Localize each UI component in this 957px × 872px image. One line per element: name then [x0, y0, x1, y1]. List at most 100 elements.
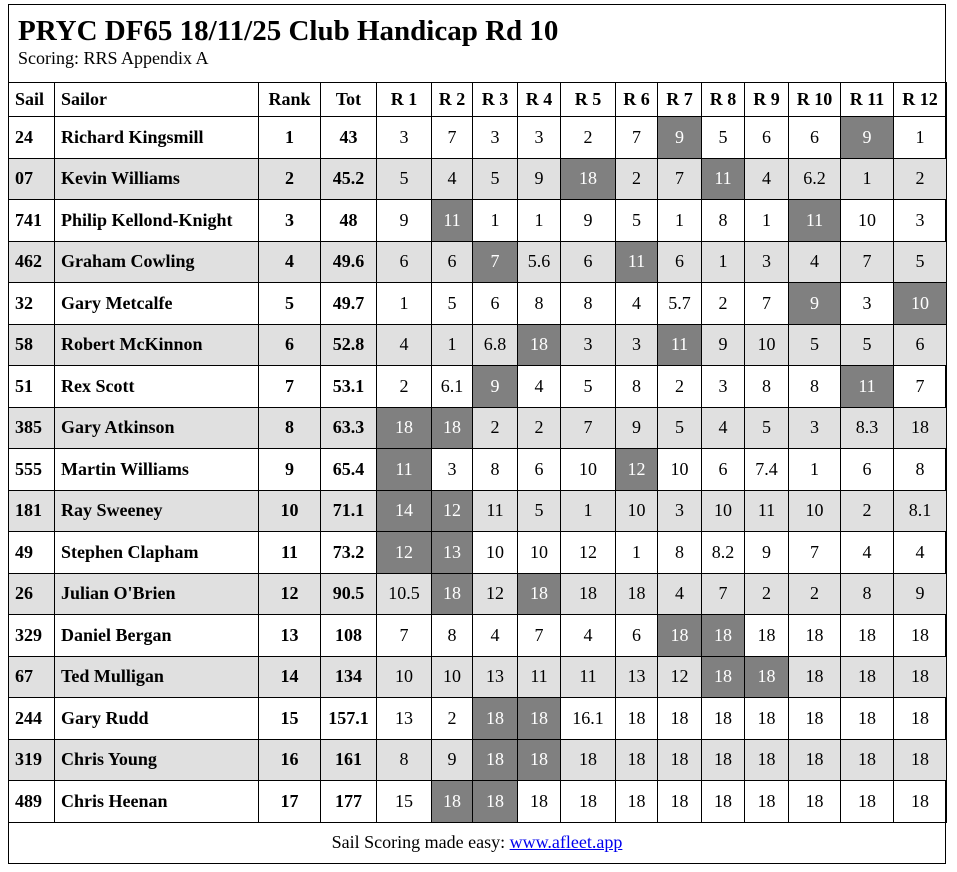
- sail-number: 07: [8, 157, 55, 200]
- race-score: 12: [472, 572, 518, 615]
- race-score: 4: [840, 531, 894, 574]
- column-header: R 7: [657, 82, 702, 117]
- race-score: 8: [744, 365, 789, 408]
- total: 134: [320, 655, 377, 698]
- race-score: 18: [560, 780, 616, 823]
- race-score: 10: [431, 655, 473, 698]
- race-score: 1: [701, 240, 745, 283]
- race-score: 11: [472, 489, 518, 532]
- race-score: 3: [431, 448, 473, 491]
- race-score: 8: [788, 365, 841, 408]
- race-score: 11: [560, 655, 616, 698]
- sail-number: 319: [8, 738, 55, 781]
- race-score: 3: [472, 116, 518, 159]
- race-score: 13: [472, 655, 518, 698]
- race-score: 18: [615, 738, 658, 781]
- sailor-name: Martin Williams: [54, 448, 259, 491]
- sailor-name: Kevin Williams: [54, 157, 259, 200]
- race-score: 8: [657, 531, 702, 574]
- race-score: 4: [615, 282, 658, 325]
- result-row: 181 Ray Sweeney 10 71.1 14 12 11 5 1 10 3 10 11 10 2 8.…: [8, 489, 947, 532]
- result-row: 24 Richard Kingsmill 1 43 3 7 3 3 2 7 9 5 6 6 9 1: [8, 116, 947, 159]
- sailor-name: Philip Kellond-Knight: [54, 199, 259, 242]
- race-score: 7: [744, 282, 789, 325]
- race-score: 9: [701, 323, 745, 366]
- race-score: 18: [840, 655, 894, 698]
- race-score: 6: [893, 323, 947, 366]
- discarded-score: 18: [701, 655, 745, 698]
- result-row: 32 Gary Metcalfe 5 49.7 1 5 6 8 8 4 5.7 2 7 9 3 10: [8, 282, 947, 325]
- rank: 1: [258, 116, 321, 159]
- race-score: 1: [376, 282, 432, 325]
- race-score: 18: [657, 697, 702, 740]
- rank: 12: [258, 572, 321, 615]
- sailor-name: Daniel Bergan: [54, 614, 259, 657]
- rank: 16: [258, 738, 321, 781]
- race-score: 10: [657, 448, 702, 491]
- discarded-score: 11: [788, 199, 841, 242]
- race-score: 18: [560, 572, 616, 615]
- race-score: 1: [744, 199, 789, 242]
- sailor-name: Stephen Clapham: [54, 531, 259, 574]
- race-score: 8.3: [840, 406, 894, 449]
- result-row: 51 Rex Scott 7 53.1 2 6.1 9 4 5 8 2 3 8 8 11 7: [8, 365, 947, 408]
- race-score: 3: [701, 365, 745, 408]
- race-score: 5: [788, 323, 841, 366]
- sail-number: 385: [8, 406, 55, 449]
- footer-link[interactable]: www.afleet.app: [509, 831, 623, 852]
- rank: 14: [258, 655, 321, 698]
- race-score: 5.6: [517, 240, 561, 283]
- sailor-name: Chris Young: [54, 738, 259, 781]
- result-row: 49 Stephen Clapham 11 73.2 12 13 10 10 12 1 8 8.2 9 7…: [8, 531, 947, 574]
- discarded-score: 11: [701, 157, 745, 200]
- race-score: 9: [615, 406, 658, 449]
- race-score: 18: [788, 738, 841, 781]
- discarded-score: 18: [376, 406, 432, 449]
- race-score: 5: [657, 406, 702, 449]
- title: PRYC DF65 18/11/25 Club Handicap Rd 10: [18, 15, 559, 47]
- sail-number: 244: [8, 697, 55, 740]
- race-score: 8: [893, 448, 947, 491]
- race-score: 18: [744, 614, 789, 657]
- sail-number: 51: [8, 365, 55, 408]
- race-score: 13: [615, 655, 658, 698]
- total: 161: [320, 738, 377, 781]
- total: 65.4: [320, 448, 377, 491]
- race-score: 18: [840, 780, 894, 823]
- rank: 8: [258, 406, 321, 449]
- race-score: 18: [788, 655, 841, 698]
- race-score: 4: [657, 572, 702, 615]
- column-header: Tot: [320, 82, 377, 117]
- result-row: 385 Gary Atkinson 8 63.3 18 18 2 2 7 9 5 4 5 3 8.3 18: [8, 406, 947, 449]
- race-score: 7: [893, 365, 947, 408]
- discarded-score: 18: [657, 614, 702, 657]
- race-score: 10: [615, 489, 658, 532]
- race-score: 10.5: [376, 572, 432, 615]
- race-score: 6: [744, 116, 789, 159]
- discarded-score: 12: [376, 531, 432, 574]
- race-score: 8.2: [701, 531, 745, 574]
- total: 48: [320, 199, 377, 242]
- race-score: 18: [744, 780, 789, 823]
- sail-number: 181: [8, 489, 55, 532]
- race-score: 18: [701, 697, 745, 740]
- race-score: 1: [657, 199, 702, 242]
- result-row: 555 Martin Williams 9 65.4 11 3 8 6 10 12 10 6 7.4 1 6…: [8, 448, 947, 491]
- results-panel: PRYC DF65 18/11/25 Club Handicap Rd 10 S…: [8, 4, 947, 864]
- race-score: 9: [744, 531, 789, 574]
- footer-text: Sail Scoring made easy:: [331, 831, 506, 852]
- race-score: 8: [517, 282, 561, 325]
- race-score: 2: [472, 406, 518, 449]
- race-score: 2: [788, 572, 841, 615]
- total: 157.1: [320, 697, 377, 740]
- race-score: 4: [893, 531, 947, 574]
- sail-number: 462: [8, 240, 55, 283]
- race-score: 7.4: [744, 448, 789, 491]
- race-score: 1: [472, 199, 518, 242]
- sailor-name: Graham Cowling: [54, 240, 259, 283]
- race-score: 11: [744, 489, 789, 532]
- race-score: 2: [701, 282, 745, 325]
- rank: 4: [258, 240, 321, 283]
- race-score: 3: [657, 489, 702, 532]
